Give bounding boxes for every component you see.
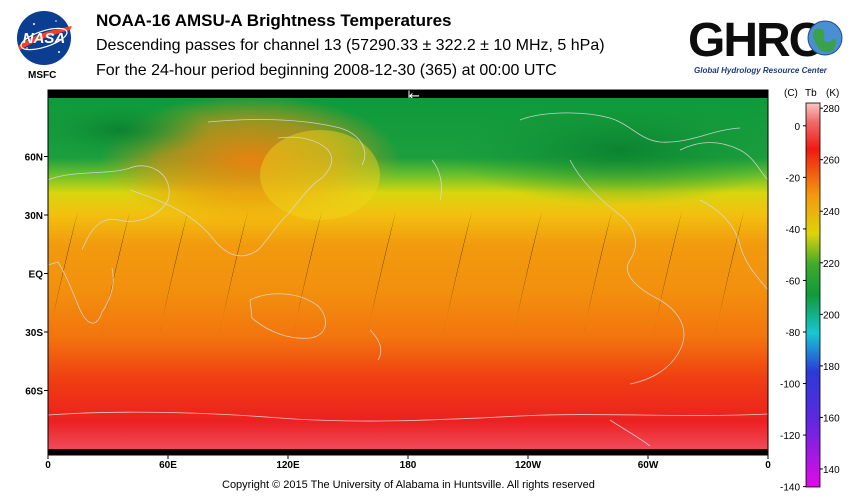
cold-pool: [450, 98, 768, 205]
lat-label-30S: 30S: [25, 328, 43, 339]
colorbar-k-label-280: 280: [823, 104, 840, 115]
ghrc-logo-subtext: Global Hydrology Resource Center: [694, 66, 827, 75]
colorbar-c-label--140: -140: [780, 483, 800, 494]
copyright-notice: Copyright © 2015 The University of Alaba…: [222, 479, 595, 491]
colorbar-c-label--120: -120: [780, 431, 800, 442]
direction-arrow-icon: ←: [409, 89, 420, 104]
colorbar-k-label-160: 160: [823, 413, 840, 424]
longitude-labels: 0 60E 120E 180 120W 60W 0: [45, 455, 771, 471]
chart-title: NOAA-16 AMSU-A Brightness Temperatures: [96, 11, 452, 30]
colorbar-header-k: (K): [826, 88, 839, 99]
ghrc-logo-text: GHRC: [688, 14, 823, 67]
map-bottom-strip: [48, 449, 768, 455]
nasa-logo-text: NASA: [23, 30, 66, 47]
colorbar-k-label-180: 180: [823, 362, 840, 373]
lon-label-120W: 120W: [515, 460, 542, 471]
colorbar-k-label-200: 200: [823, 310, 840, 321]
colorbar-c-label-0: 0: [794, 122, 800, 133]
colorbar: [805, 102, 821, 488]
lon-label-0: 0: [765, 460, 771, 471]
map-top-strip: [48, 90, 768, 98]
lon-label-60W: 60W: [638, 460, 659, 471]
lat-label-60N: 60N: [25, 153, 43, 164]
colorbar-k-label-220: 220: [823, 259, 840, 270]
colorbar-c-label--40: -40: [786, 225, 801, 236]
colorbar-k-label-240: 240: [823, 207, 840, 218]
lon-label-0: 0: [45, 460, 51, 471]
lat-label-EQ: EQ: [29, 270, 44, 281]
latitude-labels: 60N 30N EQ 30S 60S: [25, 153, 48, 398]
coastlines: [48, 112, 768, 447]
colorbar-c-label--60: -60: [786, 276, 801, 287]
lat-label-60S: 60S: [25, 387, 43, 398]
colorbar-header-c: (C): [784, 88, 798, 99]
colorbar-c-label--80: -80: [786, 328, 801, 339]
colorbar-ticks: 280 260 240 220 200 180 160 140 0 -20 -40 -60 -80 -10…: [780, 104, 840, 493]
lon-label-60E: 60E: [159, 460, 177, 471]
colorbar-k-label-260: 260: [823, 156, 840, 167]
nasa-logo: NASA: [17, 11, 72, 65]
colorbar-k-label-140: 140: [823, 465, 840, 476]
colorbar-header-tb: Tb: [805, 88, 817, 99]
lat-label-30N: 30N: [25, 211, 43, 222]
nasa-center-label: MSFC: [28, 70, 57, 81]
lon-label-120E: 120E: [276, 460, 300, 471]
chart-subtitle-channel: Descending passes for channel 13 (57290.…: [96, 37, 605, 54]
colorbar-c-label--100: -100: [780, 380, 800, 391]
chart-subtitle-period: For the 24-hour period beginning 2008-12…: [96, 62, 557, 79]
lon-label-180: 180: [400, 460, 417, 471]
ghrc-logo: GHRC: [688, 14, 843, 67]
colorbar-c-label--20: -20: [786, 173, 801, 184]
